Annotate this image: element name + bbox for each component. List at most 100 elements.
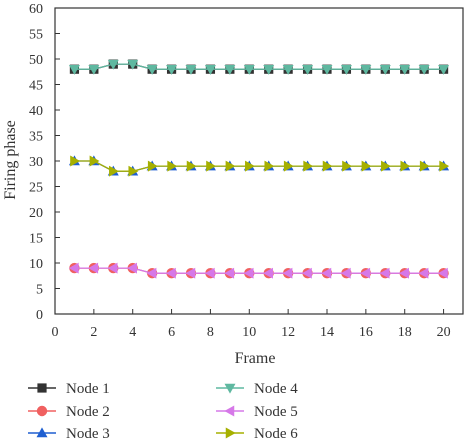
data-point	[146, 267, 157, 279]
y-axis-ticks: 0 5 10 15 20 25 30 35 40 45 50 55 60	[29, 2, 60, 323]
legend-marker	[36, 405, 48, 417]
data-point	[70, 155, 81, 167]
legend-label: Node 3	[66, 426, 110, 441]
data-point	[282, 64, 294, 75]
series-node-2	[69, 262, 449, 279]
data-point	[245, 160, 255, 172]
data-point	[360, 64, 372, 75]
data-point	[418, 64, 430, 75]
data-point	[282, 267, 293, 279]
x-tick-label: 12	[281, 325, 295, 340]
y-axis-title: Firing phase	[2, 120, 19, 200]
series-node-6	[70, 155, 450, 177]
y-tick-label: 60	[29, 2, 43, 17]
data-point	[165, 267, 176, 279]
x-axis-ticks: 0 2 4 6 8 10 12 14 16 18 20	[52, 309, 451, 340]
legend-label: Node 6	[254, 426, 298, 441]
series-layer	[68, 59, 450, 279]
data-point	[224, 267, 235, 279]
data-point	[185, 267, 196, 279]
x-tick-label: 10	[242, 325, 256, 340]
data-point	[166, 64, 178, 75]
legend-item: Node 6	[216, 426, 298, 441]
y-tick-label: 15	[29, 232, 43, 247]
data-point	[167, 160, 178, 172]
y-tick-label: 20	[29, 206, 43, 221]
x-tick-label: 20	[437, 325, 451, 340]
data-point	[340, 64, 352, 75]
data-point	[342, 160, 353, 172]
data-point	[438, 64, 450, 75]
legend: Node 1 Node 2 Node 3 Node 4 Node 5 Node 6	[28, 381, 298, 441]
legend-label: Node 5	[254, 404, 298, 420]
series-line	[74, 63, 444, 70]
data-point	[204, 64, 216, 75]
data-point	[204, 267, 215, 279]
legend-label: Node 2	[66, 404, 110, 420]
legend-label: Node 1	[66, 381, 110, 397]
data-point	[419, 160, 430, 172]
data-point	[418, 267, 429, 279]
data-point	[321, 64, 333, 75]
data-point	[107, 262, 118, 274]
data-point	[303, 160, 314, 172]
y-tick-label: 30	[29, 155, 43, 170]
x-tick-label: 4	[129, 325, 136, 340]
legend-marker	[36, 427, 48, 438]
data-point	[243, 64, 255, 75]
data-point	[301, 267, 312, 279]
data-point	[400, 160, 411, 172]
series-node-1	[69, 59, 449, 74]
y-tick-label: 5	[36, 283, 43, 298]
data-point	[302, 64, 314, 75]
x-tick-label: 6	[168, 325, 175, 340]
x-tick-label: 18	[398, 325, 412, 340]
legend-item: Node 3	[28, 426, 110, 441]
y-tick-label: 55	[29, 28, 43, 43]
legend-marker	[224, 405, 235, 417]
data-point	[224, 64, 236, 75]
data-point	[399, 267, 409, 279]
data-point	[263, 64, 275, 75]
y-tick-label: 40	[29, 104, 43, 119]
data-point	[127, 262, 137, 274]
y-tick-label: 35	[29, 130, 43, 145]
data-point	[437, 267, 448, 279]
data-point	[146, 64, 158, 75]
data-point	[399, 64, 411, 75]
data-point	[340, 267, 351, 279]
y-tick-label: 0	[36, 308, 43, 323]
data-point	[225, 160, 236, 172]
legend-item: Node 4	[216, 381, 298, 397]
data-point	[243, 267, 254, 279]
legend-marker	[37, 383, 47, 393]
data-point	[88, 64, 100, 75]
y-tick-label: 25	[29, 181, 43, 196]
y-tick-label: 50	[29, 53, 43, 68]
x-tick-label: 2	[90, 325, 97, 340]
data-point	[127, 59, 139, 70]
data-point	[322, 160, 333, 172]
legend-item: Node 1	[28, 381, 110, 397]
legend-label: Node 4	[254, 381, 298, 397]
data-point	[361, 160, 372, 172]
data-point	[283, 160, 294, 172]
x-tick-label: 0	[52, 325, 59, 340]
x-tick-label: 8	[207, 325, 214, 340]
y-tick-label: 45	[29, 79, 43, 94]
data-point	[379, 267, 390, 279]
legend-marker	[224, 383, 236, 394]
data-point	[381, 160, 391, 172]
data-point	[109, 165, 119, 177]
data-point	[206, 160, 217, 172]
data-point	[264, 160, 275, 172]
data-point	[128, 165, 139, 177]
legend-item: Node 2	[28, 404, 110, 420]
data-point	[185, 64, 197, 75]
data-point	[68, 262, 79, 274]
data-point	[379, 64, 391, 75]
data-point	[439, 160, 450, 172]
x-tick-label: 14	[320, 325, 334, 340]
y-tick-label: 10	[29, 257, 43, 272]
